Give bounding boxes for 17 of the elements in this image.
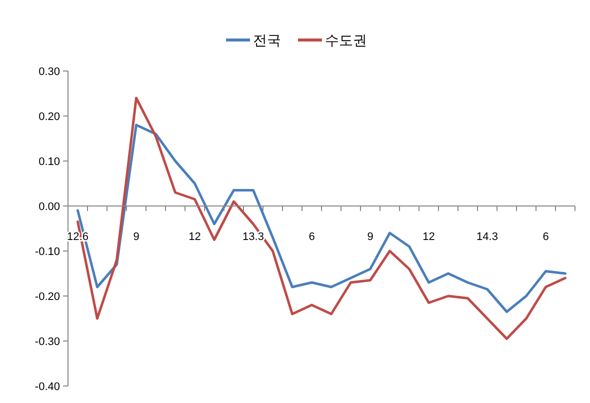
y-tick-label: -0.30 [34,336,60,348]
y-tick-label: 0.20 [38,111,60,123]
y-tick-label: -0.40 [34,381,60,393]
x-tick-label: 6 [542,231,549,243]
x-tick-label: 9 [367,231,374,243]
x-tick-label: 12 [422,231,435,243]
y-tick-label: 0.10 [38,156,60,168]
y-tick-label: -0.10 [34,246,60,258]
y-tick-label: 0.00 [38,201,60,213]
x-tick-label: 12 [188,231,201,243]
y-tick-label: 0.30 [38,66,60,78]
x-tick-label: 14.3 [476,231,498,243]
legend-label: 수도권 [325,32,367,48]
x-tick-label: 6 [308,231,315,243]
y-tick-label: -0.20 [34,291,60,303]
x-tick-label: 9 [133,231,140,243]
legend-label: 전국 [253,32,281,48]
